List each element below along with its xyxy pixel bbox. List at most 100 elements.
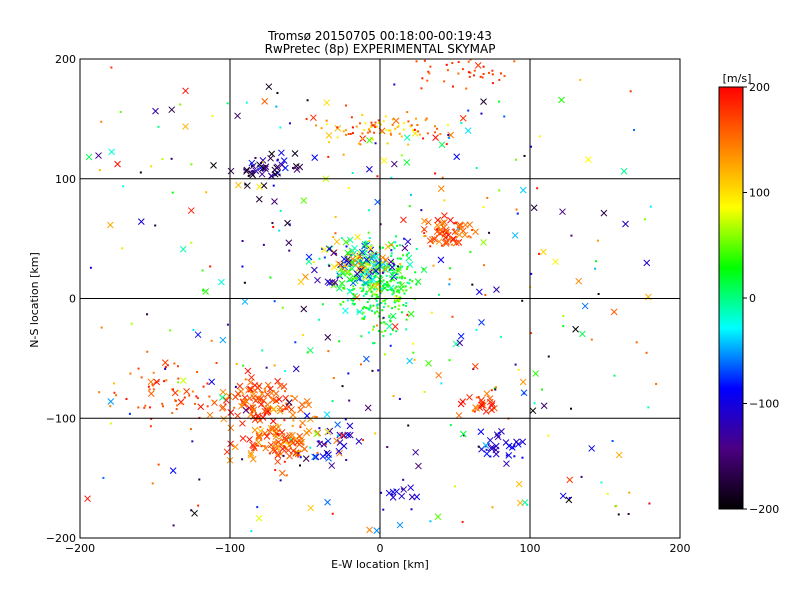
data-point-dot (334, 252, 337, 255)
data-point-dot (562, 315, 565, 318)
data-point-x (540, 248, 547, 256)
data-point-x (443, 228, 450, 236)
data-point-dot (382, 334, 385, 337)
data-point-dot (471, 283, 474, 286)
data-point-dot (272, 225, 275, 228)
data-point-dot (391, 307, 394, 310)
data-point-dot (635, 341, 638, 344)
data-point-dot (487, 71, 490, 74)
data-point-dot (206, 405, 209, 408)
data-point-dot (345, 133, 348, 136)
data-point-dot (448, 359, 451, 362)
data-point-x (433, 228, 441, 236)
data-point-dot (342, 153, 345, 156)
data-point-dot (395, 299, 398, 302)
data-point-dot (261, 404, 264, 407)
data-point-x (261, 430, 269, 437)
data-point-dot (418, 133, 421, 136)
data-point-dot (113, 391, 116, 394)
data-point-x (364, 404, 372, 412)
data-point-dot (366, 131, 369, 134)
data-point-dot (371, 293, 374, 296)
data-point-dot (165, 379, 168, 382)
data-point-x (152, 107, 159, 115)
data-point-dot (278, 173, 281, 176)
data-point-dot (494, 388, 497, 391)
data-point-x (265, 83, 273, 91)
data-point-dot (454, 232, 457, 235)
data-point-x (280, 157, 288, 165)
data-point-x (251, 416, 259, 423)
data-point-dot (369, 263, 372, 266)
data-point-x (169, 467, 177, 474)
data-point-x (191, 509, 198, 517)
data-point-x (256, 161, 263, 169)
data-point-dot (288, 223, 291, 226)
data-point-x (457, 332, 465, 340)
data-point-dot (469, 71, 472, 74)
data-point-dot (371, 138, 374, 141)
data-point-dot (392, 262, 395, 265)
data-point-x (208, 378, 216, 386)
data-point-dot (627, 513, 630, 516)
data-point-dot (383, 283, 386, 286)
data-point-x (358, 260, 366, 268)
data-point-dot (372, 124, 375, 127)
data-point-x (388, 263, 396, 271)
data-point-dot (348, 399, 351, 402)
data-point-x (260, 397, 268, 404)
data-point-dot (318, 257, 321, 260)
data-point-dot (505, 454, 508, 457)
data-point-dot (425, 117, 428, 120)
data-point-dot (495, 386, 498, 389)
data-point-x (358, 248, 366, 256)
data-point-dot (613, 374, 616, 377)
data-point-x (464, 127, 472, 134)
data-point-dot (420, 87, 423, 90)
data-point-dot (526, 503, 529, 506)
data-point-dot (174, 399, 177, 402)
data-point-dot (395, 295, 398, 298)
data-point-dot (241, 458, 244, 461)
data-point-dot (443, 80, 446, 83)
data-point-dot (302, 448, 305, 451)
data-point-dot (750, 320, 752, 322)
data-point-dot (365, 245, 368, 248)
data-point-x (312, 453, 320, 461)
data-points (84, 59, 752, 534)
data-point-dot (275, 432, 278, 435)
data-point-dot (268, 452, 271, 455)
data-point-dot (137, 367, 140, 370)
data-point-x (480, 98, 487, 105)
data-point-x (483, 390, 491, 397)
data-point-dot (491, 73, 494, 76)
data-point-dot (485, 448, 488, 451)
data-point-dot (175, 408, 178, 411)
data-point-dot (421, 77, 424, 80)
plot-area: −200 −100 0 100 200 −200 −100 0 100 200 (46, 53, 752, 555)
data-point-dot (406, 111, 409, 114)
data-point-dot (157, 125, 160, 128)
colorbar-bar (718, 86, 744, 510)
data-point-dot (570, 407, 573, 410)
data-point-dot (190, 241, 193, 244)
data-point-dot (446, 69, 449, 72)
data-point-dot (374, 283, 377, 286)
data-point-dot (368, 298, 371, 301)
data-point-dot (149, 425, 152, 428)
data-point-x (447, 216, 454, 224)
data-point-dot (391, 123, 394, 126)
data-point-dot (482, 206, 485, 209)
data-point-x (247, 449, 255, 457)
data-point-x (438, 219, 446, 227)
y-tick-label: 0 (69, 293, 76, 306)
data-point-dot (368, 209, 371, 212)
data-point-x (487, 444, 495, 452)
data-point-x (437, 185, 445, 192)
data-point-dot (274, 469, 277, 472)
data-point-dot (417, 130, 420, 133)
data-point-dot (394, 127, 397, 130)
data-point-dot (345, 245, 348, 248)
data-point-dot (355, 125, 358, 128)
data-point-dot (427, 70, 430, 73)
